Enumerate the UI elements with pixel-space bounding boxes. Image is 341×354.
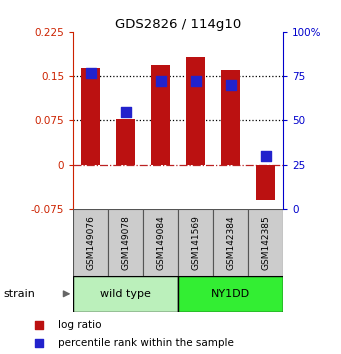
Text: GSM142384: GSM142384 [226,215,235,270]
Bar [151,65,170,165]
Bar [116,119,135,165]
Bar [108,209,143,276]
Bar [178,276,283,312]
Bar [213,209,248,276]
Text: strain: strain [3,289,35,299]
Bar [73,209,108,276]
Point [193,79,198,84]
Point [158,79,163,84]
Text: percentile rank within the sample: percentile rank within the sample [58,338,234,348]
Bar [186,57,205,165]
Bar [256,165,275,200]
Text: GSM149078: GSM149078 [121,215,130,270]
Bar [73,276,178,312]
Bar [178,209,213,276]
Point [36,322,42,328]
Bar [248,209,283,276]
Text: GSM142385: GSM142385 [261,215,270,270]
Text: log ratio: log ratio [58,320,101,330]
Text: GSM149076: GSM149076 [86,215,95,270]
Text: NY1DD: NY1DD [211,289,250,299]
Bar [221,70,240,165]
Point [228,82,233,88]
Bar [81,68,100,165]
Text: wild type: wild type [100,289,151,299]
Bar [143,209,178,276]
Title: GDS2826 / 114g10: GDS2826 / 114g10 [115,18,241,31]
Point [36,340,42,346]
Point [263,153,268,159]
Text: GSM149084: GSM149084 [156,215,165,270]
Text: GSM141569: GSM141569 [191,215,200,270]
Point [123,109,129,114]
Point [88,70,93,75]
